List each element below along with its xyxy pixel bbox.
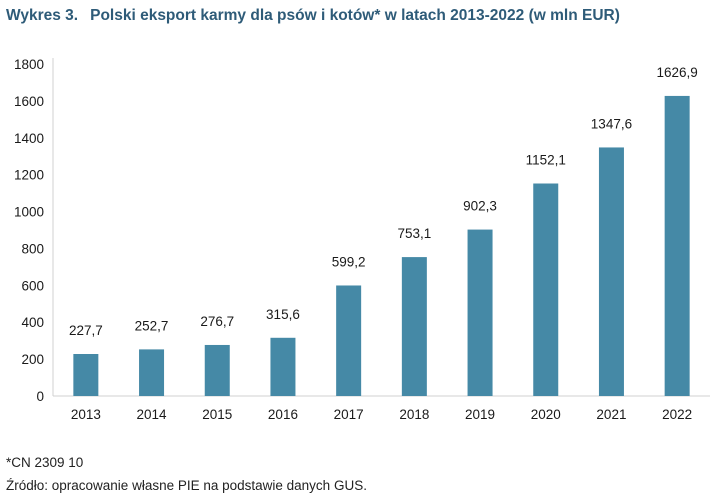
data-label: 1152,1 [526,153,566,168]
bar [73,354,99,396]
chart-number: Wykres 3. [6,7,79,24]
y-tick-label: 1000 [14,205,44,220]
chart-title: Wykres 3. Polski eksport karmy dla psów i… [6,7,620,25]
x-tick-label: 2022 [662,407,692,422]
bar [467,229,493,396]
data-label: 902,3 [463,199,497,214]
data-label: 1347,6 [591,116,632,131]
y-tick-label: 1400 [14,131,44,146]
y-tick-label: 1200 [14,168,44,183]
bar [139,349,165,396]
x-tick-label: 2017 [334,407,364,422]
bar [401,257,427,396]
footnote: *CN 2309 10 [6,455,84,470]
bar [336,285,362,396]
source-note: Źródło: opracowanie własne PIE na podsta… [6,478,367,493]
y-tick-label: 400 [21,315,44,330]
data-label: 1626,9 [657,65,698,80]
data-label: 227,7 [69,323,103,338]
y-tick-label: 0 [36,389,44,404]
y-tick-label: 800 [21,241,44,256]
x-tick-label: 2014 [137,407,168,422]
bar [204,344,230,396]
chart-title-text: Polski eksport karmy dla psów i kotów* w… [90,7,620,24]
x-tick-label: 2015 [202,407,232,422]
data-label: 315,6 [266,307,300,322]
y-tick-label: 600 [21,278,44,293]
y-tick-label: 1800 [14,57,44,72]
data-label: 599,2 [332,254,366,269]
bar [533,183,559,396]
bar [270,337,296,396]
data-label: 276,7 [200,314,234,329]
bar [664,95,690,396]
data-label: 252,7 [135,318,169,333]
x-tick-label: 2021 [596,407,626,422]
data-label: 753,1 [397,226,431,241]
x-tick-label: 2019 [465,407,495,422]
bar-chart: 0 200 400 600 800 1000 1200 1400 1600 1800 227,7 20… [14,57,710,422]
bar [598,147,624,396]
x-tick-label: 2016 [268,407,298,422]
y-tick-label: 1600 [14,94,44,109]
y-tick-label: 200 [21,352,44,367]
x-tick-label: 2020 [531,407,561,422]
x-tick-label: 2018 [399,407,429,422]
x-tick-label: 2013 [71,407,101,422]
